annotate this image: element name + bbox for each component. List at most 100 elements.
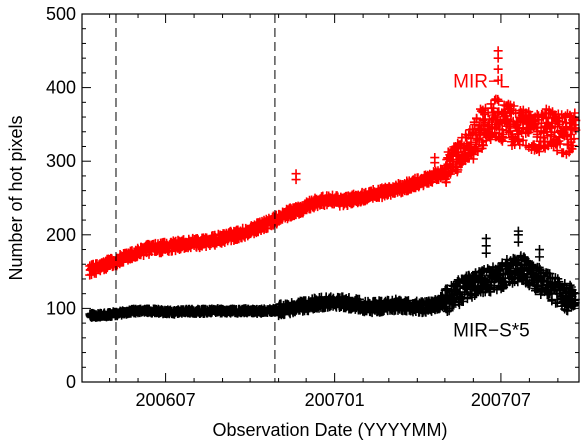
outlier-point	[430, 153, 440, 163]
data-point	[85, 265, 95, 275]
data-point	[240, 306, 250, 316]
mir-l-marks	[85, 46, 581, 280]
x-tick-label: 200707	[471, 390, 531, 410]
y-tick-label: 0	[66, 372, 76, 392]
y-tick-label: 500	[46, 4, 76, 24]
data-point	[282, 209, 292, 219]
data-point	[448, 290, 458, 300]
data-point	[85, 311, 95, 321]
data-point	[127, 306, 137, 316]
mir-s-series-label: MIR−S*5	[453, 320, 530, 341]
data-point	[570, 123, 580, 133]
data-point	[99, 261, 109, 271]
data-point	[533, 127, 543, 137]
data-point	[504, 267, 514, 277]
data-point	[421, 175, 431, 185]
data-point	[113, 309, 123, 319]
data-point	[518, 123, 528, 133]
data-point	[183, 239, 193, 249]
data-point	[309, 198, 319, 208]
data-point	[504, 119, 514, 129]
dashed-vertical-lines	[115, 14, 276, 382]
mir-l-series-label: MIR−L	[453, 72, 510, 93]
data-point	[240, 228, 250, 238]
data-point	[127, 250, 137, 260]
data-point	[211, 235, 221, 245]
data-point	[267, 217, 277, 227]
data-point	[338, 197, 348, 207]
data-point	[155, 306, 165, 316]
data-point	[366, 302, 376, 312]
data-point	[282, 304, 292, 314]
outlier-point	[291, 169, 301, 179]
data-point	[141, 306, 151, 316]
data-point	[490, 274, 500, 284]
data-point	[490, 112, 500, 122]
data-point	[406, 180, 416, 190]
data-point	[406, 301, 416, 311]
data-point	[448, 156, 458, 166]
data-point	[352, 300, 362, 310]
y-axis-label: Number of hot pixels	[6, 115, 26, 280]
mir-s-marks	[85, 226, 580, 322]
y-tick-label: 400	[46, 78, 76, 98]
y-tick-label: 100	[46, 298, 76, 318]
data-point	[380, 187, 390, 197]
data-point	[570, 295, 580, 305]
data-point	[561, 292, 571, 302]
outlier-point	[481, 233, 491, 243]
x-tick-labels: 200607 200701 200707	[136, 390, 531, 410]
axis-ticks	[81, 13, 579, 383]
data-point	[253, 222, 263, 232]
data-point	[141, 245, 151, 255]
data-point	[323, 194, 333, 204]
data-point	[113, 256, 123, 266]
y-tick-label: 200	[46, 225, 76, 245]
data-point	[380, 301, 390, 311]
outlier-point	[534, 245, 544, 255]
data-point	[99, 310, 109, 320]
data-point	[211, 306, 221, 316]
data-point	[352, 193, 362, 203]
data-point	[169, 241, 179, 251]
data-point	[477, 123, 487, 133]
data-point	[518, 263, 528, 273]
data-point	[155, 243, 165, 253]
data-point	[366, 189, 376, 199]
data-point	[462, 141, 472, 151]
data-point	[434, 298, 444, 308]
data-point	[561, 130, 571, 140]
data-point	[169, 307, 179, 317]
data-point	[226, 231, 236, 241]
data-point	[462, 283, 472, 293]
y-tick-labels: 0 100 200 300 400 500	[46, 4, 76, 392]
data-point	[434, 169, 444, 179]
outlier-point	[513, 226, 523, 236]
outlier-point	[493, 46, 503, 56]
data-point	[392, 300, 402, 310]
data-point	[546, 123, 556, 133]
data-point	[477, 278, 487, 288]
data-point	[323, 297, 333, 307]
data-point	[296, 302, 306, 312]
outlier-point	[493, 75, 503, 85]
data-point	[421, 303, 431, 313]
plot-frame	[81, 13, 580, 383]
y-tick-label: 300	[46, 151, 76, 171]
data-point	[392, 184, 402, 194]
data-point	[533, 274, 543, 284]
data-point	[546, 283, 556, 293]
data-point	[183, 306, 193, 316]
outlier-point	[493, 64, 503, 74]
x-tick-label: 200607	[136, 390, 196, 410]
data-point	[197, 306, 207, 316]
data-point	[338, 298, 348, 308]
data-point	[226, 306, 236, 316]
data-point	[296, 204, 306, 214]
data-point	[197, 237, 207, 247]
data-point	[253, 306, 263, 316]
data-point	[309, 299, 319, 309]
x-tick-label: 200701	[305, 390, 365, 410]
x-axis-label: Observation Date (YYYYMM)	[212, 420, 447, 440]
